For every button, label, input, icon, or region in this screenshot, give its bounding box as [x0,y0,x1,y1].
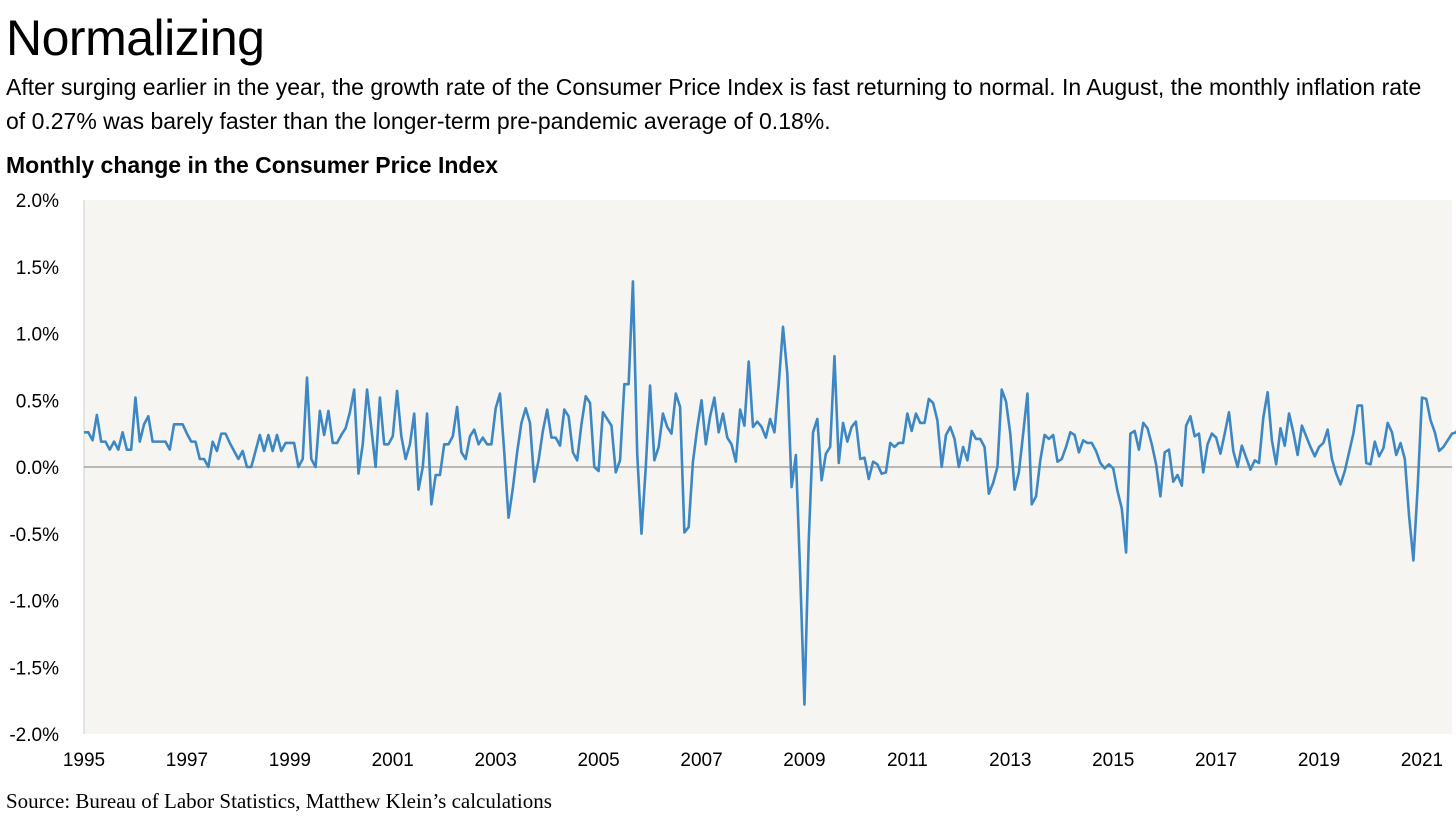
x-tick-label: 2009 [783,750,825,771]
x-tick-label: 1995 [63,750,105,771]
y-tick-label: 1.5% [16,258,59,279]
x-axis: 1995 1997 1999 2001 2003 2005 2007 2009 2011 2013… [63,750,1443,771]
y-tick-label: -1.5% [9,658,59,679]
y-tick-label: 1.0% [16,325,59,346]
y-tick-label: -1.0% [9,592,59,613]
x-tick-label: 2021 [1401,750,1443,771]
y-tick-label: 0.0% [16,458,59,479]
x-tick-label: 2013 [989,750,1031,771]
x-tick-label: 2015 [1092,750,1134,771]
x-tick-label: 2019 [1298,750,1340,771]
x-tick-label: 2011 [887,750,928,771]
chart-title: Monthly change in the Consumer Price Ind… [6,152,499,178]
x-tick-label: 2003 [475,750,517,771]
y-tick-label: 0.5% [16,391,59,412]
page-title: Normalizing [6,10,265,66]
y-tick-label: -0.5% [9,525,59,546]
cpi-monthly-change-line [84,280,1456,706]
cpi-line-chart: 2.0% 1.5% 1.0% 0.5% 0.0% -0.5% -1.0% -1.5% -2.0%… [9,191,1456,771]
y-axis: 2.0% 1.5% 1.0% 0.5% 0.0% -0.5% -1.0% -1.5% -2.0% [9,191,85,746]
subtitle: After surging earlier in the year, the g… [6,74,1422,134]
y-tick-label: 2.0% [16,191,59,212]
x-tick-label: 2001 [372,750,414,771]
x-tick-label: 1997 [166,750,208,771]
x-tick-label: 2005 [577,750,619,771]
y-tick-label: -2.0% [9,725,59,746]
x-tick-label: 2007 [680,750,722,771]
x-tick-label: 2017 [1195,750,1237,771]
source-note: Source: Bureau of Labor Statistics, Matt… [6,789,552,813]
x-tick-label: 1999 [269,750,311,771]
